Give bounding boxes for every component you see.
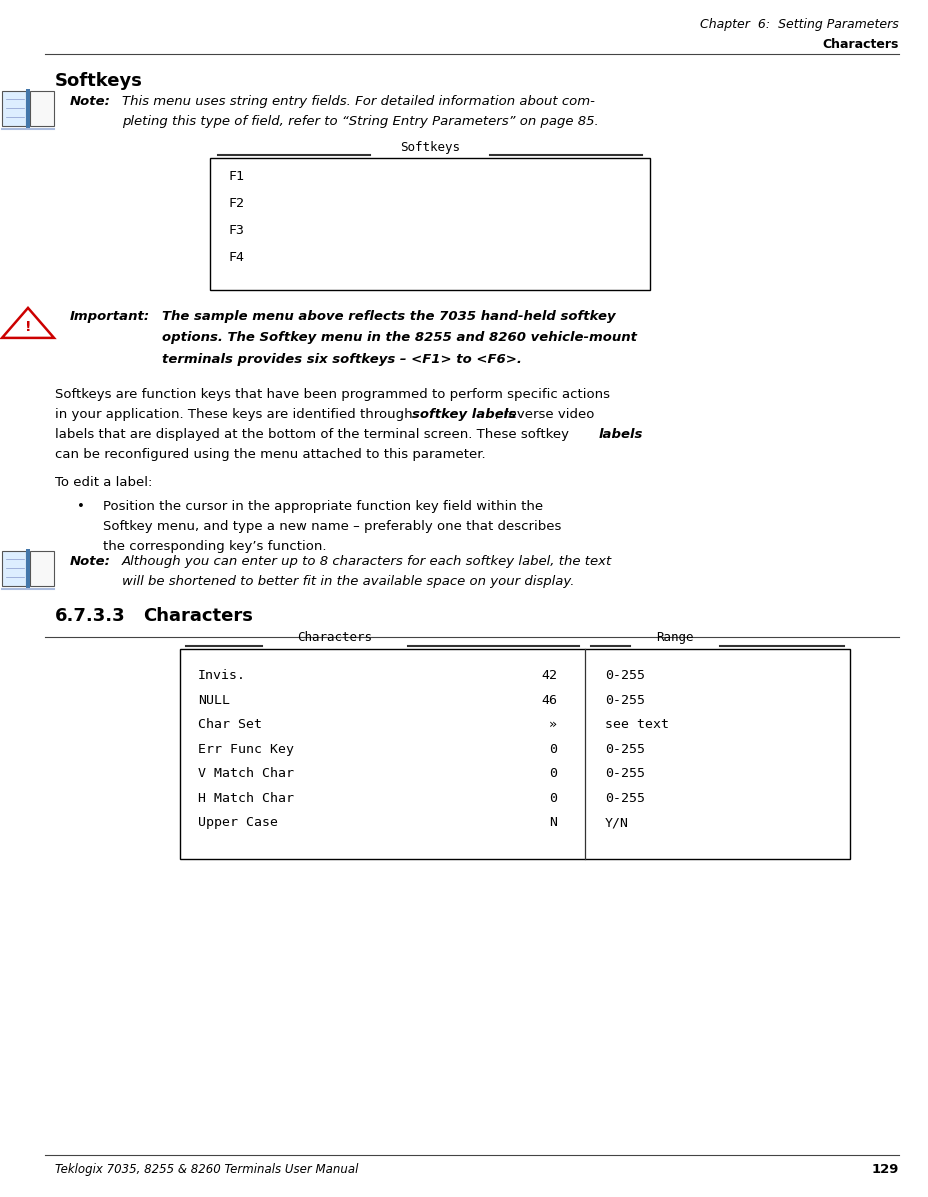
Text: 0-255: 0-255 — [604, 767, 644, 780]
Bar — [180, 649, 849, 858]
Text: 42: 42 — [540, 669, 557, 682]
Text: 0-255: 0-255 — [604, 669, 644, 682]
Text: Note:: Note: — [70, 555, 110, 569]
Text: , reverse video: , reverse video — [495, 408, 594, 421]
Text: F1: F1 — [227, 170, 244, 183]
Text: Characters: Characters — [297, 631, 372, 644]
Text: will be shortened to better fit in the available space on your display.: will be shortened to better fit in the a… — [122, 575, 574, 588]
Text: Y/N: Y/N — [604, 816, 628, 830]
Text: Chapter  6:  Setting Parameters: Chapter 6: Setting Parameters — [700, 18, 898, 31]
Text: »: » — [548, 718, 557, 731]
Text: 0-255: 0-255 — [604, 693, 644, 706]
Text: F2: F2 — [227, 198, 244, 209]
Text: This menu uses string entry fields. For detailed information about com-: This menu uses string entry fields. For … — [122, 95, 594, 108]
Text: Position the cursor in the appropriate function key field within the: Position the cursor in the appropriate f… — [103, 500, 543, 514]
Text: •: • — [77, 500, 84, 514]
Text: Teklogix 7035, 8255 & 8260 Terminals User Manual: Teklogix 7035, 8255 & 8260 Terminals Use… — [55, 1163, 358, 1175]
Text: V Match Char: V Match Char — [198, 767, 293, 780]
Bar — [210, 158, 650, 290]
FancyBboxPatch shape — [2, 91, 26, 126]
Text: 0-255: 0-255 — [604, 791, 644, 804]
Text: NULL: NULL — [198, 693, 230, 706]
Text: can be reconfigured using the menu attached to this parameter.: can be reconfigured using the menu attac… — [55, 448, 485, 461]
FancyBboxPatch shape — [30, 91, 54, 126]
Text: Characters: Characters — [143, 607, 252, 625]
Text: N: N — [548, 816, 557, 830]
Text: !: ! — [25, 320, 32, 334]
Text: softkey labels: softkey labels — [411, 408, 516, 421]
Polygon shape — [2, 308, 54, 338]
Text: labels that are displayed at the bottom of the terminal screen. These softkey: labels that are displayed at the bottom … — [55, 429, 573, 440]
Text: The sample menu above reflects the 7035 hand-held softkey: The sample menu above reflects the 7035 … — [161, 310, 615, 323]
Text: labels: labels — [599, 429, 643, 440]
Text: in your application. These keys are identified through: in your application. These keys are iden… — [55, 408, 417, 421]
Text: Upper Case: Upper Case — [198, 816, 277, 830]
Text: Invis.: Invis. — [198, 669, 246, 682]
Text: Note:: Note: — [70, 95, 110, 108]
FancyBboxPatch shape — [30, 551, 54, 585]
Text: Char Set: Char Set — [198, 718, 262, 731]
Text: 129: 129 — [870, 1163, 898, 1175]
Text: Softkeys: Softkeys — [55, 72, 143, 90]
Text: pleting this type of field, refer to “String Entry Parameters” on page 85.: pleting this type of field, refer to “St… — [122, 115, 599, 128]
Text: 0: 0 — [548, 791, 557, 804]
Text: Although you can enter up to 8 characters for each softkey label, the text: Although you can enter up to 8 character… — [122, 555, 612, 569]
FancyBboxPatch shape — [26, 89, 30, 128]
Text: H Match Char: H Match Char — [198, 791, 293, 804]
Text: 6.7.3.3: 6.7.3.3 — [55, 607, 125, 625]
FancyBboxPatch shape — [26, 548, 30, 588]
Text: terminals provides six softkeys – <F1> to <F6>.: terminals provides six softkeys – <F1> t… — [161, 353, 522, 366]
Text: see text: see text — [604, 718, 668, 731]
Text: To edit a label:: To edit a label: — [55, 476, 152, 490]
Text: Softkeys: Softkeys — [400, 141, 459, 154]
Text: options. The Softkey menu in the 8255 and 8260 vehicle-mount: options. The Softkey menu in the 8255 an… — [161, 332, 637, 345]
Text: 0-255: 0-255 — [604, 742, 644, 755]
Text: Err Func Key: Err Func Key — [198, 742, 293, 755]
FancyBboxPatch shape — [2, 551, 26, 585]
Text: the corresponding key’s function.: the corresponding key’s function. — [103, 540, 326, 553]
Text: 0: 0 — [548, 742, 557, 755]
Text: F4: F4 — [227, 251, 244, 265]
Text: F3: F3 — [227, 224, 244, 237]
Text: Softkeys are function keys that have been programmed to perform specific actions: Softkeys are function keys that have bee… — [55, 388, 610, 401]
Text: Characters: Characters — [821, 38, 898, 51]
Text: 0: 0 — [548, 767, 557, 780]
Text: Range: Range — [655, 631, 693, 644]
Text: Important:: Important: — [70, 310, 150, 323]
Text: 46: 46 — [540, 693, 557, 706]
Text: Softkey menu, and type a new name – preferably one that describes: Softkey menu, and type a new name – pref… — [103, 519, 561, 533]
